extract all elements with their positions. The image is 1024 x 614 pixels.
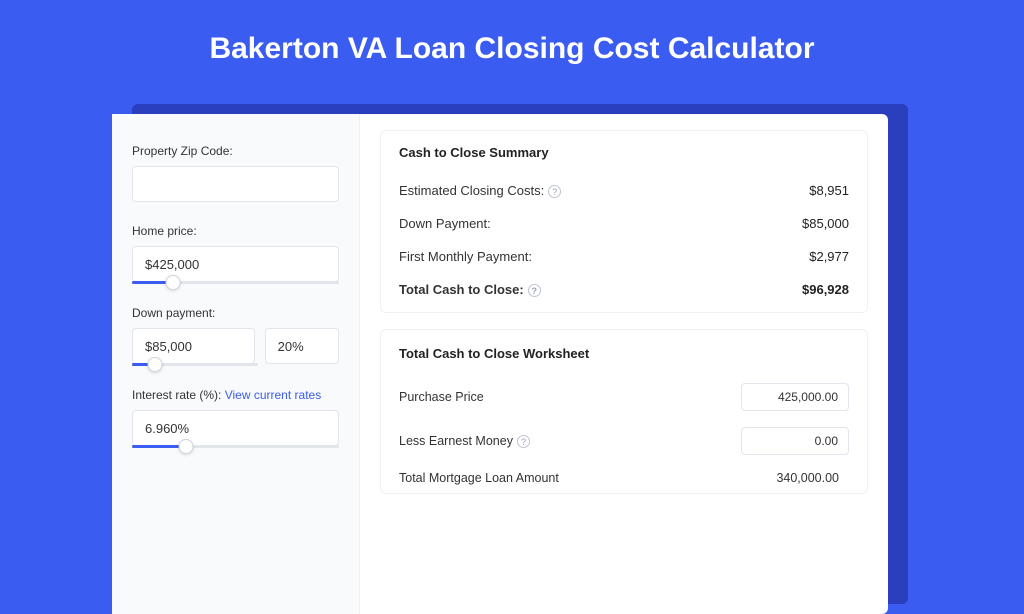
summary-row: First Monthly Payment: $2,977 (399, 240, 849, 273)
summary-row-value: $85,000 (802, 216, 849, 231)
worksheet-row: Less Earnest Money? (399, 419, 849, 463)
home-price-group: Home price: (132, 224, 339, 284)
purchase-price-input[interactable] (741, 383, 849, 411)
results-column: Cash to Close Summary Estimated Closing … (360, 114, 888, 614)
page-title: Bakerton VA Loan Closing Cost Calculator (0, 0, 1024, 92)
earnest-money-input[interactable] (741, 427, 849, 455)
interest-label-text: Interest rate (%): (132, 388, 221, 402)
summary-row-label: Estimated Closing Costs:? (399, 183, 561, 198)
summary-row: Down Payment: $85,000 (399, 207, 849, 240)
summary-row-label: First Monthly Payment: (399, 249, 532, 264)
zip-input[interactable] (132, 166, 339, 202)
zip-group: Property Zip Code: (132, 144, 339, 202)
worksheet-card: Total Cash to Close Worksheet Purchase P… (380, 329, 868, 494)
slider-track (132, 281, 339, 284)
mortgage-amount-value: 340,000.00 (776, 471, 849, 485)
worksheet-row-label: Total Mortgage Loan Amount (399, 471, 559, 485)
summary-total-value: $96,928 (802, 282, 849, 297)
home-price-input[interactable] (132, 246, 339, 282)
help-icon[interactable]: ? (548, 185, 561, 198)
slider-thumb[interactable] (147, 357, 162, 372)
interest-label: Interest rate (%): View current rates (132, 388, 339, 402)
worksheet-row-label: Less Earnest Money? (399, 434, 530, 448)
summary-title: Cash to Close Summary (399, 145, 849, 160)
slider-track (132, 445, 339, 448)
worksheet-row-label: Purchase Price (399, 390, 484, 404)
home-price-label: Home price: (132, 224, 339, 238)
worksheet-title: Total Cash to Close Worksheet (399, 346, 849, 361)
summary-row-value: $2,977 (809, 249, 849, 264)
calculator-panel: Property Zip Code: Home price: Down paym… (112, 114, 888, 614)
slider-track (132, 363, 258, 366)
down-payment-label: Down payment: (132, 306, 339, 320)
down-payment-group: Down payment: (132, 306, 339, 366)
inputs-column: Property Zip Code: Home price: Down paym… (112, 114, 360, 614)
worksheet-row: Total Mortgage Loan Amount 340,000.00 (399, 463, 849, 493)
worksheet-row: Purchase Price (399, 375, 849, 419)
interest-group: Interest rate (%): View current rates (132, 388, 339, 448)
interest-input[interactable] (132, 410, 339, 446)
down-payment-pct-input[interactable] (265, 328, 339, 364)
home-price-slider[interactable] (132, 281, 339, 284)
summary-row-value: $8,951 (809, 183, 849, 198)
summary-total-label: Total Cash to Close:? (399, 282, 541, 297)
interest-slider[interactable] (132, 445, 339, 448)
summary-card: Cash to Close Summary Estimated Closing … (380, 130, 868, 313)
summary-row: Estimated Closing Costs:? $8,951 (399, 174, 849, 207)
zip-label: Property Zip Code: (132, 144, 339, 158)
slider-thumb[interactable] (178, 439, 193, 454)
slider-thumb[interactable] (166, 275, 181, 290)
summary-row-label: Down Payment: (399, 216, 491, 231)
help-icon[interactable]: ? (528, 284, 541, 297)
view-rates-link[interactable]: View current rates (225, 388, 322, 402)
help-icon[interactable]: ? (517, 435, 530, 448)
down-payment-slider[interactable] (132, 363, 258, 366)
summary-total-row: Total Cash to Close:? $96,928 (399, 273, 849, 306)
